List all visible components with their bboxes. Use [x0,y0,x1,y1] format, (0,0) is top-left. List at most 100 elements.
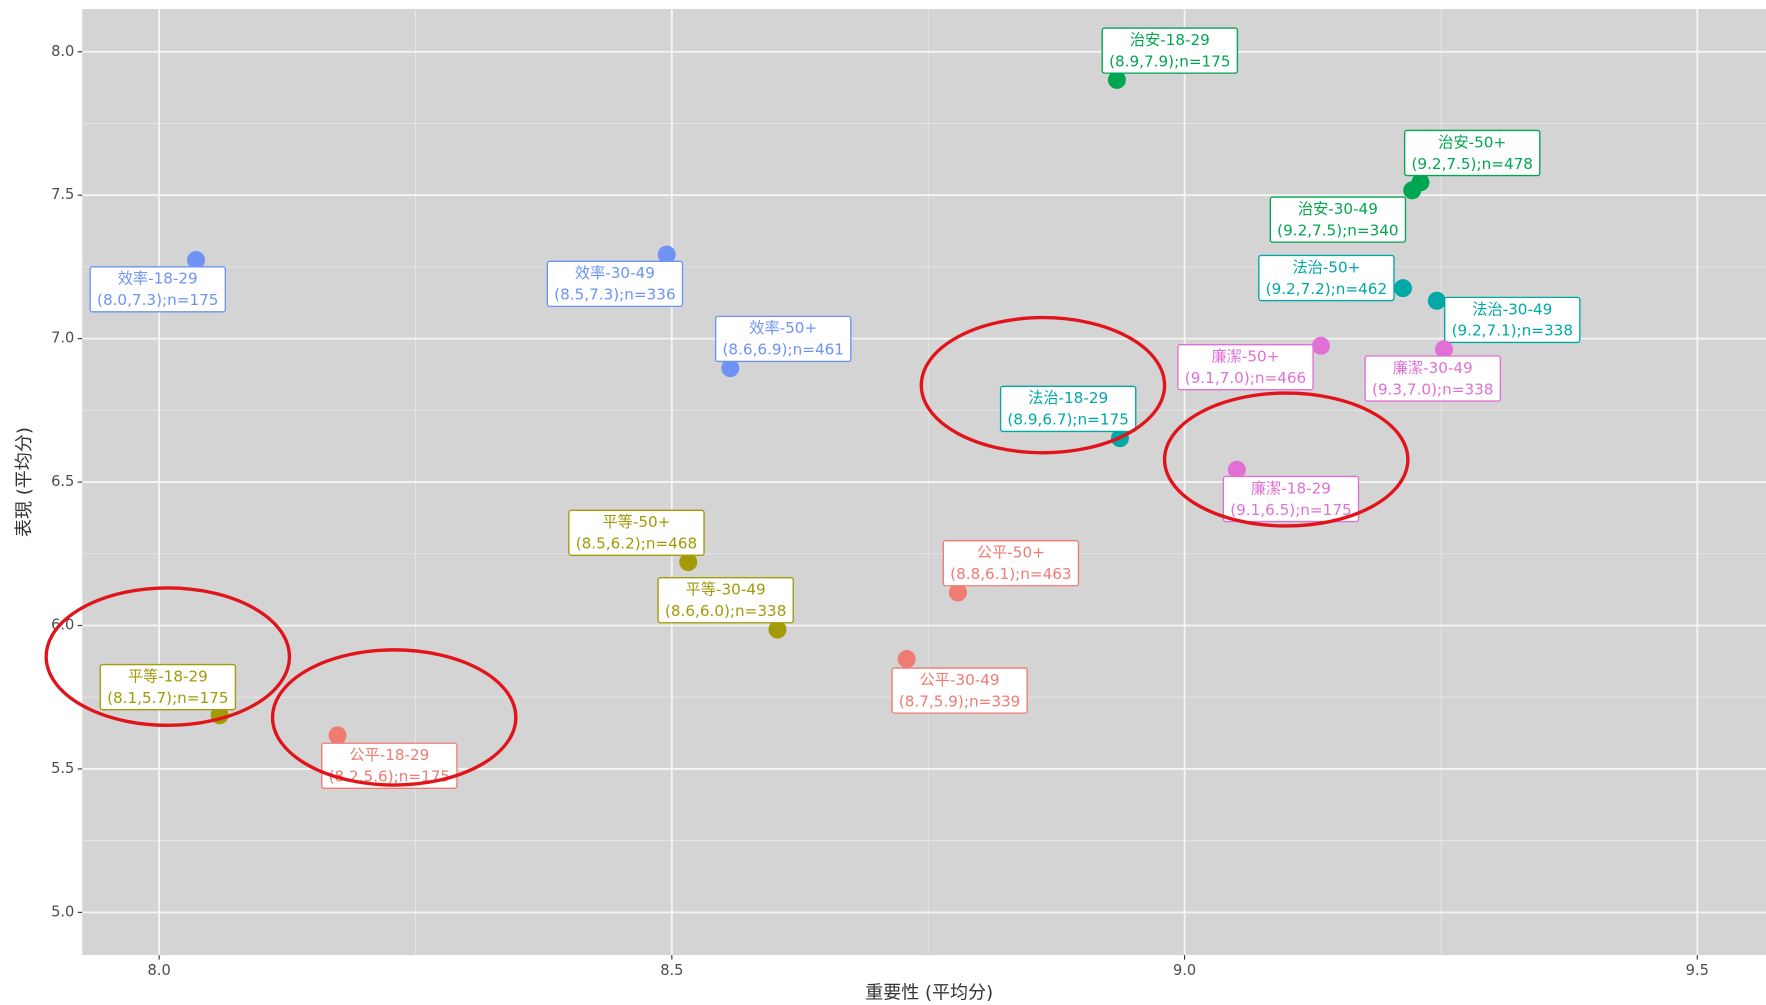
point-label: 治安-30-49 (9.2,7.5);n=340 [1269,196,1407,243]
y-tick-label: 5.0 [51,903,74,920]
x-axis-title: 重要性 (平均分) [865,982,993,1003]
point-label: 廉潔-50+ (9.1,7.0);n=466 [1177,343,1314,391]
label-box [568,509,705,557]
label-name: 效率-50+ [749,319,817,337]
highlight-ellipse [270,648,518,787]
y-tick-label: 5.5 [51,760,74,777]
label-name: 治安-30-49 [1298,200,1378,218]
label-box [1177,343,1314,391]
label-box [891,667,1028,714]
label-stats: (8.6,6.0);n=338 [665,602,786,620]
label-stats: (9.1,7.0);n=466 [1185,369,1306,387]
point [657,245,676,264]
label-stats: (8.9,6.7);n=175 [1007,411,1128,429]
point [721,359,740,378]
x-tick-label: 8.5 [660,962,683,979]
label-box [657,577,794,624]
annotations [44,315,1410,787]
highlight-ellipse [919,315,1167,455]
label-name: 廉潔-30-49 [1393,359,1473,377]
label-name: 廉潔-18-29 [1251,479,1331,497]
label-stats: (8.7,5.9);n=339 [899,692,1020,710]
label-name: 公平-50+ [977,544,1045,562]
point-label: 公平-30-49 (8.7,5.9);n=339 [891,667,1028,714]
label-box [714,315,852,363]
point [1311,336,1330,355]
label-box [89,266,227,313]
y-axis-title: 表現 (平均分) [14,427,35,537]
label-stats: (9.2,7.5);n=340 [1277,221,1398,239]
label-name: 廉潔-50+ [1212,348,1280,366]
point-label: 平等-30-49 (8.6,6.0);n=338 [657,577,794,624]
label-name: 平等-18-29 [128,667,208,685]
label-box [1444,296,1581,344]
label-box [1222,475,1360,523]
x-tick-label: 9.5 [1686,962,1709,979]
y-tick-label: 6.5 [51,473,74,490]
point-label: 法治-30-49 (9.2,7.1);n=338 [1444,296,1581,344]
highlight-ellipse [44,586,292,728]
label-box [546,260,684,308]
point-label: 治安-18-29 (8.9,7.9);n=175 [1101,27,1239,74]
label-name: 治安-50+ [1438,133,1506,151]
highlight-ellipse [1162,391,1410,528]
label-name: 效率-30-49 [575,264,655,282]
label-stats: (9.2,7.1);n=338 [1452,322,1573,340]
point [187,251,206,270]
point [1403,181,1422,200]
point-label: 法治-18-29 (8.9,6.7);n=175 [999,385,1137,433]
point [1227,460,1246,479]
point-label: 法治-50+ (9.2,7.2);n=462 [1258,254,1395,302]
label-box [99,663,237,711]
label-stats: (8.8,6.1);n=463 [950,565,1071,583]
label-stats: (8.9,7.9);n=175 [1109,52,1230,70]
label-stats: (8.0,7.3);n=175 [97,291,218,309]
point-label: 公平-50+ (8.8,6.1);n=463 [942,540,1080,587]
point-label: 廉潔-18-29 (9.1,6.5);n=175 [1222,475,1360,523]
point [1427,291,1446,310]
label-box [1364,355,1501,402]
point-label: 廉潔-30-49 (9.3,7.0);n=338 [1364,355,1501,402]
label-box [1101,27,1239,74]
y-tick-label: 7.5 [51,186,74,203]
label-name: 公平-18-29 [349,746,429,764]
label-box [321,742,458,789]
label-stats: (8.6,6.9);n=461 [723,341,844,359]
point [948,583,967,602]
point-label: 平等-18-29 (8.1,5.7);n=175 [99,663,237,711]
label-stats: (8.1,5.7);n=175 [107,689,228,707]
label-name: 法治-50+ [1292,258,1360,276]
y-tick-label: 8.0 [51,43,74,60]
label-name: 法治-18-29 [1028,389,1108,407]
point-label: 治安-50+ (9.2,7.5);n=478 [1403,129,1541,177]
label-name: 公平-30-49 [920,671,1000,689]
label-box [1269,196,1407,243]
label-stats: (9.3,7.0);n=338 [1372,380,1493,398]
label-box [942,540,1080,587]
label-stats: (9.2,7.2);n=462 [1266,280,1387,298]
label-name: 法治-30-49 [1472,300,1552,318]
point-label: 效率-50+ (8.6,6.9);n=461 [714,315,852,363]
point-label: 效率-18-29 (8.0,7.3);n=175 [89,266,227,313]
point [1434,340,1454,359]
point [768,620,787,639]
point [1393,279,1413,298]
x-tick-label: 8.0 [147,962,170,979]
label-name: 平等-50+ [602,513,670,531]
label-name: 治安-18-29 [1130,31,1210,49]
label-name: 平等-30-49 [686,581,766,599]
point-label: 平等-50+ (8.5,6.2);n=468 [568,509,705,557]
point [1107,70,1126,89]
label-stats: (9.1,6.5);n=175 [1230,501,1351,519]
label-box [1403,129,1541,177]
point [679,553,698,572]
points: 治安-18-29 (8.9,7.9);n=175 治安-50+ (9.2,7.5);n… [89,27,1581,789]
point [328,726,347,745]
point [897,650,916,669]
label-name: 效率-18-29 [118,270,198,288]
y-tick-label: 7.0 [51,330,74,347]
label-box [999,385,1137,433]
x-tick-label: 9.0 [1173,962,1196,979]
label-stats: (9.2,7.5);n=478 [1412,155,1533,173]
label-box [1258,254,1395,302]
